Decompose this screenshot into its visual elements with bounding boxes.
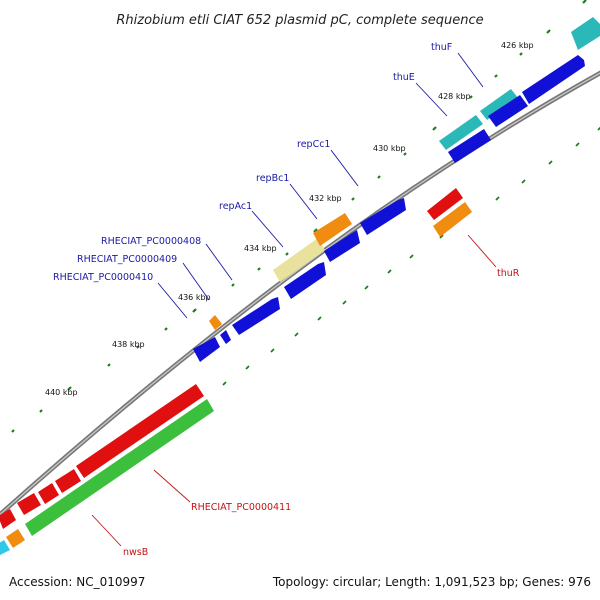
- gene-arrow: [17, 493, 41, 515]
- gene-label-repAc1: repAc1: [219, 201, 252, 212]
- gene-arrow: [220, 330, 231, 344]
- gene-arrow: [488, 95, 528, 127]
- gene-label-RHECIAT_PC0000411: RHECIAT_PC0000411: [191, 502, 291, 513]
- gene-arrow: [0, 509, 16, 529]
- lower-track-right: [427, 188, 472, 237]
- kbp-label: 436 kbp: [178, 293, 211, 302]
- kbp-label: 430 kbp: [373, 144, 406, 153]
- gene-labels: thuF thuE repCc1 repBc1 repAc1 RHECIAT_P…: [53, 42, 520, 558]
- gene-arrow: [448, 129, 491, 163]
- gene-arrow: [209, 315, 222, 330]
- gene-label-RHECIAT_PC0000409: RHECIAT_PC0000409: [77, 254, 177, 265]
- green-track: [0, 399, 214, 555]
- gene-arrow: [193, 337, 220, 362]
- gene-arrow: [324, 230, 360, 262]
- kbp-label: 438 kbp: [112, 340, 145, 349]
- gene-arrow: [522, 55, 585, 104]
- gene-label-thuE: thuE: [393, 72, 415, 83]
- gene-arrow: [433, 202, 472, 237]
- gene-label-repCc1: repCc1: [297, 139, 330, 150]
- gene-arrow: [6, 529, 25, 548]
- gene-arrow: [313, 213, 352, 246]
- kbp-label: 434 kbp: [244, 244, 277, 253]
- gene-arrow: [38, 483, 59, 504]
- gene-arrow: [232, 297, 280, 335]
- gene-label-repBc1: repBc1: [256, 173, 289, 184]
- gene-arrow: [284, 262, 326, 299]
- gene-arrow: [0, 540, 10, 555]
- accession-text: Accession: NC_010997: [9, 575, 145, 589]
- gene-arrow: [360, 198, 406, 235]
- gene-arrow: [76, 384, 204, 478]
- blue-track: [193, 55, 585, 362]
- kbp-scale: 426 kbp 428 kbp 430 kbp 432 kbp 434 kbp …: [45, 41, 534, 397]
- summary-text: Topology: circular; Length: 1,091,523 bp…: [272, 575, 591, 589]
- map-title: Rhizobium etli CIAT 652 plasmid pC, comp…: [116, 13, 483, 28]
- callout-lines: [91, 52, 497, 547]
- red-track: [0, 384, 204, 529]
- gene-arrow: [25, 399, 214, 536]
- gene-arrow: [55, 469, 81, 493]
- upper-track: [209, 17, 600, 330]
- gene-arrow: [480, 89, 518, 120]
- gene-label-thuR: thuR: [497, 268, 520, 279]
- gene-arrow: [439, 115, 483, 150]
- gene-label-thuF: thuF: [431, 42, 452, 53]
- outer-tick-ring: [11, 0, 587, 433]
- gene-arrow: [571, 17, 600, 50]
- gene-label-RHECIAT_PC0000408: RHECIAT_PC0000408: [101, 236, 201, 247]
- gene-arrow: [273, 238, 325, 282]
- kbp-label: 426 kbp: [501, 41, 534, 50]
- kbp-label: 440 kbp: [45, 388, 78, 397]
- gene-arrow: [427, 188, 463, 220]
- kbp-label: 428 kbp: [438, 92, 471, 101]
- kbp-label: 432 kbp: [309, 194, 342, 203]
- gene-label-nwsB: nwsB: [123, 547, 148, 558]
- gene-label-RHECIAT_PC0000410: RHECIAT_PC0000410: [53, 272, 153, 283]
